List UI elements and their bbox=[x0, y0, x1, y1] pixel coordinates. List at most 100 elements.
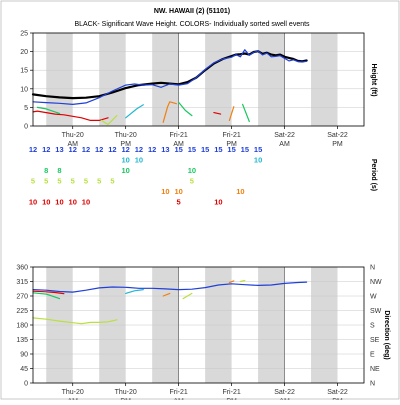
period-value-blue: 13 bbox=[55, 145, 63, 154]
height-axis-label: Height (ft) bbox=[370, 63, 377, 96]
period-value-lime: 5 bbox=[97, 177, 101, 186]
height-night-band bbox=[99, 33, 126, 126]
period-value-lime: 5 bbox=[71, 177, 75, 186]
period-value-red: 10 bbox=[214, 198, 222, 207]
compass-label: S bbox=[370, 323, 375, 330]
period-value-lime: 5 bbox=[31, 177, 35, 186]
period-value-blue: 12 bbox=[122, 145, 130, 154]
height-y-tick-label: 25 bbox=[20, 31, 28, 38]
height-series-green-line bbox=[178, 101, 193, 117]
height-x-day-label: Thu-20 bbox=[62, 132, 84, 139]
direction-series-orange-line bbox=[228, 280, 235, 284]
height-series-red-line bbox=[213, 111, 222, 115]
height-y-tick-label: 15 bbox=[20, 68, 28, 75]
period-value-red: 10 bbox=[42, 198, 50, 207]
period-value-red: 10 bbox=[55, 198, 63, 207]
height-x-day-label: Fri-21 bbox=[169, 132, 187, 139]
period-value-blue: 12 bbox=[82, 145, 90, 154]
direction-series-lime-line bbox=[32, 317, 118, 325]
period-value-red: 10 bbox=[29, 198, 37, 207]
direction-y-tick-label: 45 bbox=[20, 366, 28, 373]
period-value-lime: 5 bbox=[190, 177, 194, 186]
height-series-blue-line bbox=[32, 49, 308, 106]
compass-label: N bbox=[370, 265, 375, 272]
direction-series-green-line bbox=[32, 292, 61, 300]
compass-label: NW bbox=[370, 279, 382, 286]
direction-y-tick-label: 0 bbox=[24, 381, 28, 388]
direction-y-tick-label: 225 bbox=[16, 308, 28, 315]
height-night-band bbox=[258, 33, 285, 126]
period-value-blue: 12 bbox=[69, 145, 77, 154]
direction-y-tick-label: 180 bbox=[16, 323, 28, 330]
compass-label: NE bbox=[370, 366, 380, 373]
direction-x-day-label: Thu-20 bbox=[115, 389, 137, 396]
period-value-green: 10 bbox=[188, 166, 196, 175]
direction-series-orange-line bbox=[162, 292, 171, 297]
period-value-cyan: 10 bbox=[135, 156, 143, 165]
direction-x-day-label: Sat-22 bbox=[274, 389, 295, 396]
direction-series-lime-line bbox=[239, 279, 246, 283]
height-x-half-label: PM bbox=[120, 141, 131, 148]
height-x-day-label: Fri-21 bbox=[222, 132, 240, 139]
height-night-band bbox=[311, 33, 338, 126]
height-y-tick-label: 20 bbox=[20, 49, 28, 56]
direction-x-day-label: Thu-20 bbox=[62, 389, 84, 396]
period-value-red: 10 bbox=[69, 198, 77, 207]
period-value-lime: 5 bbox=[84, 177, 88, 186]
height-night-band bbox=[205, 33, 232, 126]
period-axis-label: Period (s) bbox=[370, 159, 377, 191]
height-x-half-label: AM bbox=[173, 141, 184, 148]
height-series-red-line bbox=[32, 110, 109, 122]
period-value-blue: 12 bbox=[29, 145, 37, 154]
period-value-cyan: 10 bbox=[254, 156, 262, 165]
compass-label: W bbox=[370, 294, 377, 301]
direction-series-lime-line bbox=[182, 292, 193, 300]
height-x-half-label: AM bbox=[67, 141, 78, 148]
compass-label: E bbox=[370, 352, 375, 359]
height-x-half-label: AM bbox=[279, 141, 290, 148]
height-x-day-label: Sat-22 bbox=[327, 132, 348, 139]
height-x-day-label: Sat-22 bbox=[274, 132, 295, 139]
period-value-blue: 15 bbox=[254, 145, 262, 154]
compass-label: N bbox=[370, 381, 375, 388]
height-series-orange-line bbox=[228, 106, 235, 122]
height-series-cyan-line bbox=[125, 104, 144, 119]
period-value-blue: 12 bbox=[135, 145, 143, 154]
period-value-blue: 12 bbox=[108, 145, 116, 154]
compass-label: SW bbox=[370, 308, 382, 315]
period-value-green: 8 bbox=[44, 166, 48, 175]
direction-series-red-line bbox=[32, 290, 65, 295]
direction-series-cyan-line bbox=[125, 289, 144, 294]
direction-axis-label: Direction (deg) bbox=[383, 310, 390, 359]
height-series-orange-line bbox=[162, 101, 177, 123]
direction-y-tick-label: 315 bbox=[16, 279, 28, 286]
direction-x-day-label: Fri-21 bbox=[169, 389, 187, 396]
direction-y-tick-label: 360 bbox=[16, 265, 28, 272]
direction-y-tick-label: 270 bbox=[16, 294, 28, 301]
direction-y-tick-label: 90 bbox=[20, 352, 28, 359]
chart-title: NW. HAWAII (2) (51101) bbox=[154, 8, 230, 15]
top-chart-subtitle: BLACK- Significant Wave Height. COLORS- … bbox=[74, 21, 310, 28]
period-value-orange: 10 bbox=[236, 187, 244, 196]
height-x-half-label: PM bbox=[226, 141, 237, 148]
period-value-blue: 15 bbox=[227, 145, 235, 154]
direction-plot-frame bbox=[32, 266, 365, 384]
height-y-tick-label: 0 bbox=[24, 124, 28, 131]
period-value-lime: 5 bbox=[57, 177, 61, 186]
height-series-green-line bbox=[242, 103, 250, 123]
period-value-blue: 15 bbox=[201, 145, 209, 154]
height-x-day-label: Thu-20 bbox=[115, 132, 137, 139]
period-value-blue: 13 bbox=[161, 145, 169, 154]
period-value-red: 10 bbox=[82, 198, 90, 207]
period-value-blue: 15 bbox=[214, 145, 222, 154]
period-value-orange: 10 bbox=[174, 187, 182, 196]
height-y-tick-label: 5 bbox=[24, 105, 28, 112]
height-night-band bbox=[46, 33, 73, 126]
height-series-lime-line bbox=[100, 114, 118, 126]
direction-x-day-label: Fri-21 bbox=[222, 389, 240, 396]
height-y-tick-label: 10 bbox=[20, 86, 28, 93]
period-value-blue: 12 bbox=[148, 145, 156, 154]
